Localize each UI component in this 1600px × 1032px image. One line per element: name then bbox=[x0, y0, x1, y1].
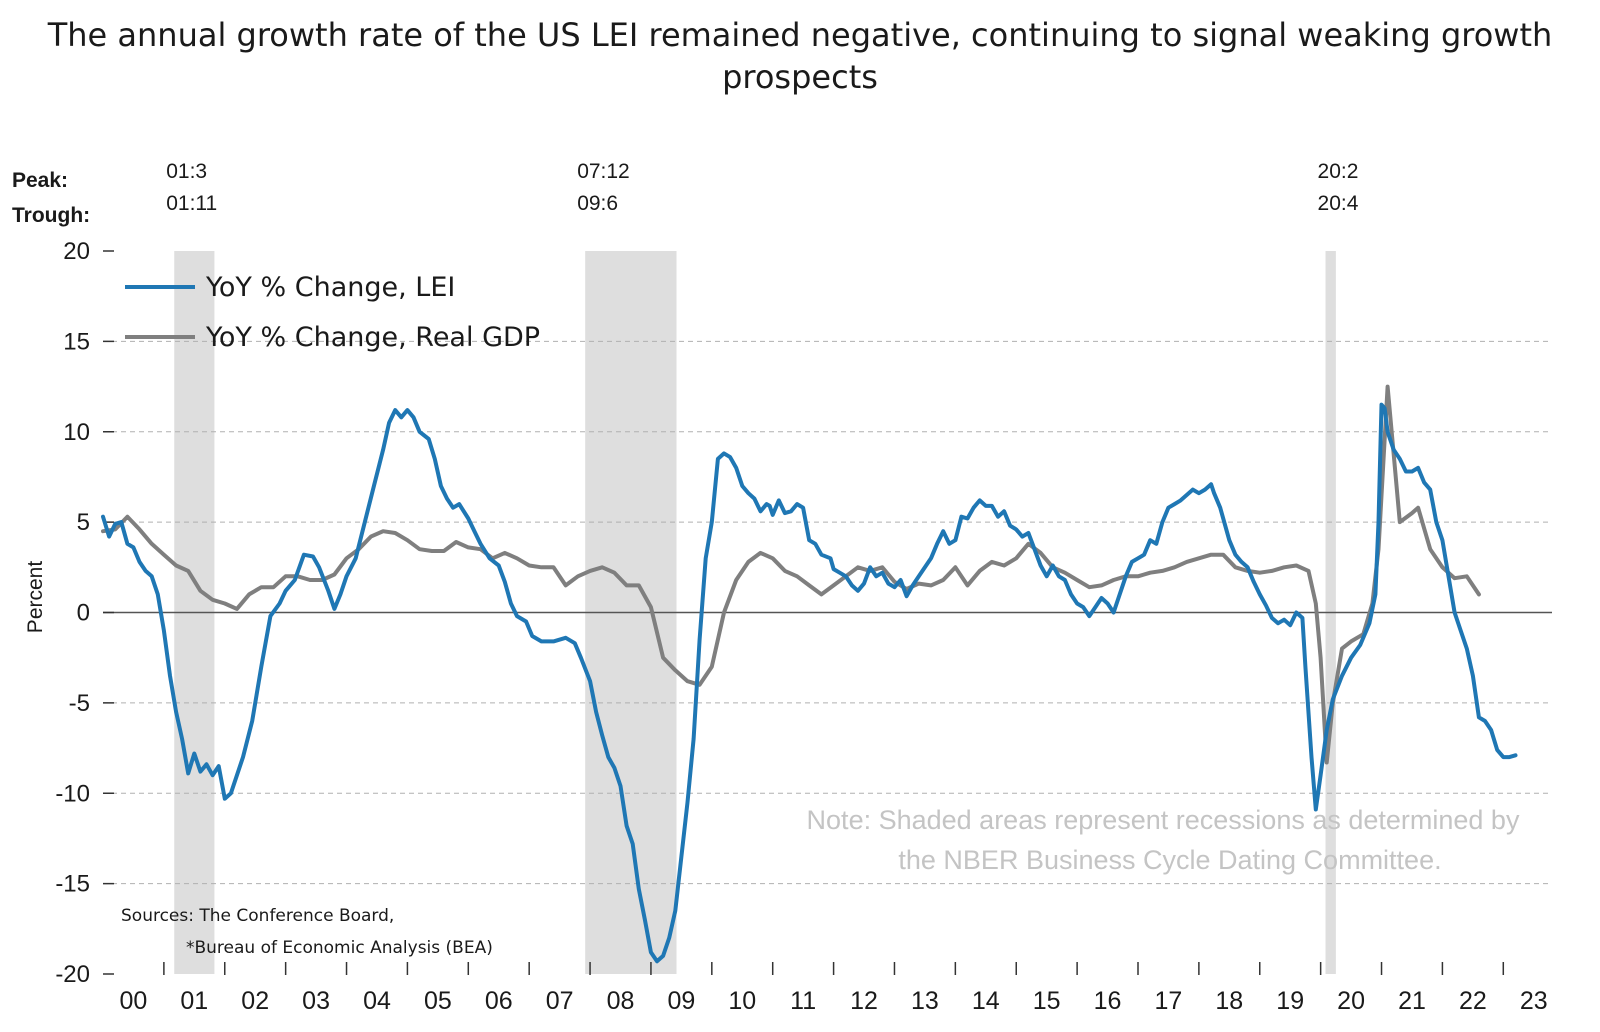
y-axis-label: Percent bbox=[24, 561, 47, 634]
recession-trough-label-0: 01:11 bbox=[166, 192, 217, 215]
y-tick-label-3: 5 bbox=[77, 509, 90, 536]
trough-header: Trough: bbox=[12, 204, 90, 227]
peak-header: Peak: bbox=[12, 169, 68, 192]
x-tick-label-9: 09 bbox=[667, 987, 695, 1015]
y-tick-label-1: 15 bbox=[63, 328, 90, 355]
legend-label-lei: YoY % Change, LEI bbox=[205, 272, 455, 303]
axes: 20 15 10 5 0 -5 -10 -15 -20 00 01 02 03 04 05 06 07 08 09 1… bbox=[55, 238, 1547, 1015]
x-tick-label-23: 23 bbox=[1520, 987, 1548, 1015]
x-tick-label-21: 21 bbox=[1398, 987, 1426, 1015]
x-tick-label-0: 00 bbox=[120, 987, 148, 1015]
x-tick-label-16: 16 bbox=[1094, 987, 1122, 1015]
x-tick-label-1: 01 bbox=[180, 987, 208, 1015]
recession-trough-label-1: 09:6 bbox=[577, 192, 618, 215]
x-tick-label-6: 06 bbox=[485, 987, 513, 1015]
x-tick-label-8: 08 bbox=[607, 987, 635, 1015]
recession-peak-label-1: 07:12 bbox=[577, 160, 630, 183]
legend-label-gdp: YoY % Change, Real GDP bbox=[205, 322, 540, 353]
y-tick-label-4: 0 bbox=[77, 600, 90, 627]
series-line-real-gdp bbox=[101, 384, 1481, 765]
x-tick-label-19: 19 bbox=[1276, 987, 1304, 1015]
source-line-2: *Bureau of Economic Analysis (BEA) bbox=[186, 938, 493, 958]
recession-labels: 01:3 01:11 07:12 09:6 20:2 20:4 bbox=[166, 160, 1358, 215]
x-tick-label-18: 18 bbox=[1215, 987, 1243, 1015]
note-line-1: Note: Shaded areas represent recessions … bbox=[807, 805, 1520, 835]
y-tick-label-0: 20 bbox=[63, 238, 90, 265]
gridlines bbox=[103, 340, 1552, 885]
chart-title: The annual growth rate of the US LEI rem… bbox=[47, 16, 1553, 96]
x-tick-label-13: 13 bbox=[911, 987, 939, 1015]
series-lines bbox=[101, 384, 1518, 964]
legend: YoY % Change, LEI YoY % Change, Real GDP bbox=[125, 272, 540, 353]
x-tick-label-17: 17 bbox=[1155, 987, 1183, 1015]
x-tick-label-4: 04 bbox=[363, 987, 391, 1015]
x-tick-label-20: 20 bbox=[1337, 987, 1365, 1015]
recession-peak-label-2: 20:2 bbox=[1318, 160, 1359, 183]
x-tick-label-22: 22 bbox=[1459, 987, 1487, 1015]
x-tick-label-5: 05 bbox=[424, 987, 452, 1015]
note-line-2: the NBER Business Cycle Dating Committee… bbox=[898, 845, 1441, 875]
x-tick-label-2: 02 bbox=[241, 987, 269, 1015]
series-line-lei bbox=[101, 402, 1518, 964]
recession-trough-label-2: 20:4 bbox=[1318, 192, 1359, 215]
y-tick-label-2: 10 bbox=[63, 419, 90, 446]
x-tick-label-3: 03 bbox=[302, 987, 330, 1015]
x-tick-label-14: 14 bbox=[972, 987, 1000, 1015]
y-tick-label-5: -5 bbox=[69, 690, 90, 717]
x-tick-label-11: 11 bbox=[790, 987, 816, 1015]
x-tick-label-12: 12 bbox=[850, 987, 878, 1015]
x-tick-label-7: 07 bbox=[546, 987, 574, 1015]
source-line-1: Sources: The Conference Board, bbox=[121, 906, 394, 926]
recession-peak-label-0: 01:3 bbox=[166, 160, 207, 183]
y-tick-label-7: -15 bbox=[55, 871, 90, 898]
x-tick-label-10: 10 bbox=[728, 987, 756, 1015]
y-tick-label-6: -10 bbox=[55, 780, 90, 807]
y-tick-label-8: -20 bbox=[55, 961, 90, 988]
x-tick-label-15: 15 bbox=[1033, 987, 1061, 1015]
